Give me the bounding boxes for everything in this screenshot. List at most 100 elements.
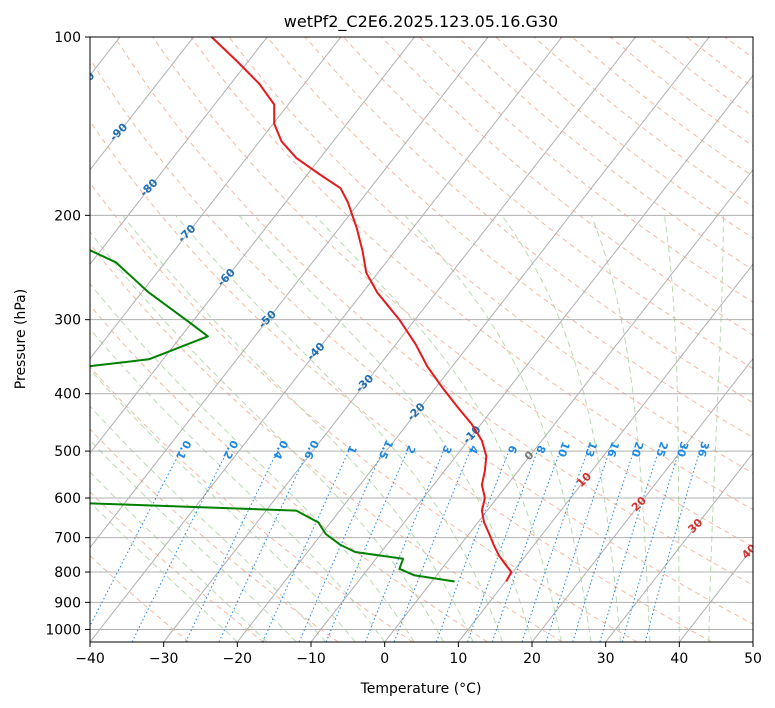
dry-adiabat-label: -40 [304,340,327,363]
mixing-ratio-line [393,450,471,642]
dry-adiabat-label: -90 [107,120,130,143]
isotherm-line [90,37,563,642]
isotherm-line [531,357,753,642]
dry-adiabat-line [90,554,190,642]
x-tick-label: 50 [744,651,762,667]
dry-adiabat-line [90,366,414,642]
chart-title: wetPf2_C2E6.2025.123.05.16.G30 [284,12,558,32]
dry-adiabat-line [190,37,753,511]
pressure-gridlines [90,37,753,630]
isotherm-line [605,452,753,642]
plot-frame [89,36,754,643]
dry-adiabat-line [228,37,753,474]
mixing-ratio-label: 1.5 [376,438,396,461]
x-tick-label: 30 [597,651,615,667]
isotherm-line [752,641,753,642]
mixing-ratio-label: 36 [695,440,712,459]
skewed-isotherms [90,37,753,642]
dry-adiabat-label: -60 [215,266,238,289]
dry-adiabat-line [304,37,753,404]
dry-adiabat-line [381,37,753,336]
y-tick-label: 900 [54,595,81,611]
x-tick-label: −10 [296,651,326,667]
y-axis-label: Pressure (hPa) [13,289,29,389]
mixing-ratio-label: 25 [653,440,670,459]
mixing-ratio-line [491,450,561,642]
mixing-ratio-label: 0.4 [270,438,290,462]
moist-adiabat-line [122,214,474,642]
x-tick-label: −40 [75,651,105,667]
dry-adiabat-line [457,37,753,271]
mixing-ratio-line [298,450,383,642]
y-tick-label: 600 [54,491,81,507]
mixing-ratio-line [545,450,611,642]
mixing-ratio-line [521,450,588,642]
dry-adiabat-label: 30 [685,516,705,536]
mixing-ratio-line [90,450,181,628]
dry-adiabat-line [114,37,753,586]
moist-adiabat-line [90,230,445,642]
dry-adiabat-line [90,491,264,642]
mixing-ratio-label: 8 [533,443,548,455]
mixing-ratio-label: 30 [674,440,691,459]
moist-adiabat-line [90,501,238,642]
x-axis-label: Temperature (°C) [360,681,482,697]
isotherm-line [90,37,342,360]
dry-adiabat-label: -50 [256,307,279,330]
y-tick-label: 300 [54,313,81,329]
isotherm-line [310,74,753,642]
mixing-ratio-label: 16 [604,440,621,459]
mixing-ratio-line [644,450,701,642]
temperature-profile-line [210,37,513,582]
mixing-ratio-line [364,450,444,642]
mixing-ratio-lines [90,450,701,642]
dry-adiabat-label: -20 [405,400,428,423]
sounding-series [90,37,513,583]
moist-adiabat-line [90,368,356,642]
mixing-ratio-label: 6 [505,443,520,455]
y-tick-label: 100 [54,30,81,46]
x-tick-label: 10 [449,651,467,667]
dry-adiabat-line [90,428,339,642]
dry-adiabat-line [686,37,753,88]
moist-adiabat-line [175,214,503,642]
mixing-ratio-line [262,450,350,642]
x-tick-label: −20 [223,651,253,667]
mixing-ratio-label: 1 [344,443,359,455]
dry-adiabat-label: -100 [69,69,98,98]
isotherm-line [90,37,194,171]
mixing-ratio-line [621,450,680,642]
dry-adiabat-label: 20 [629,494,649,514]
y-tick-label: 500 [54,444,81,460]
moist-adiabat-line [590,215,651,642]
mixing-ratio-line [572,450,635,642]
isotherm-line [384,168,753,642]
isotherm-line [90,37,415,454]
mixing-ratio-label: 20 [628,440,645,459]
y-axis-ticks: 100 200 300 400 500 600 700 800 900 1000 [45,30,90,638]
dry-adiabat-line [152,37,753,548]
mixing-ratio-line [467,450,538,642]
mixing-ratio-label: 3 [439,443,454,455]
moist-adiabat-line [663,215,680,642]
isopleth-labels: 0.1 0.2 0.4 0.6 1 1.5 2 3 4 6 8 10 13 16 20 25 30 36-100-… [69,69,759,562]
mixing-ratio-line [435,450,510,642]
dry-adiabat-line [495,37,753,239]
moist-adiabat-line [501,215,621,642]
y-tick-label: 800 [54,565,81,581]
isotherm-line [90,37,268,266]
mixing-ratio-label: 13 [582,440,599,459]
dry-adiabat-line [90,304,488,642]
dry-adiabat-line [343,37,753,370]
dry-adiabat-label: 40 [739,541,759,561]
dry-adiabat-line [763,37,775,642]
mixing-ratio-line [131,450,228,642]
isotherm-line [236,37,710,642]
y-tick-label: 700 [54,531,81,547]
mixing-ratio-label: 0.1 [173,438,194,461]
isotherm-line [163,37,636,642]
mixing-ratio-line [599,450,659,642]
dry-adiabat-label: -80 [137,176,160,199]
dry-adiabat-line [90,120,712,642]
